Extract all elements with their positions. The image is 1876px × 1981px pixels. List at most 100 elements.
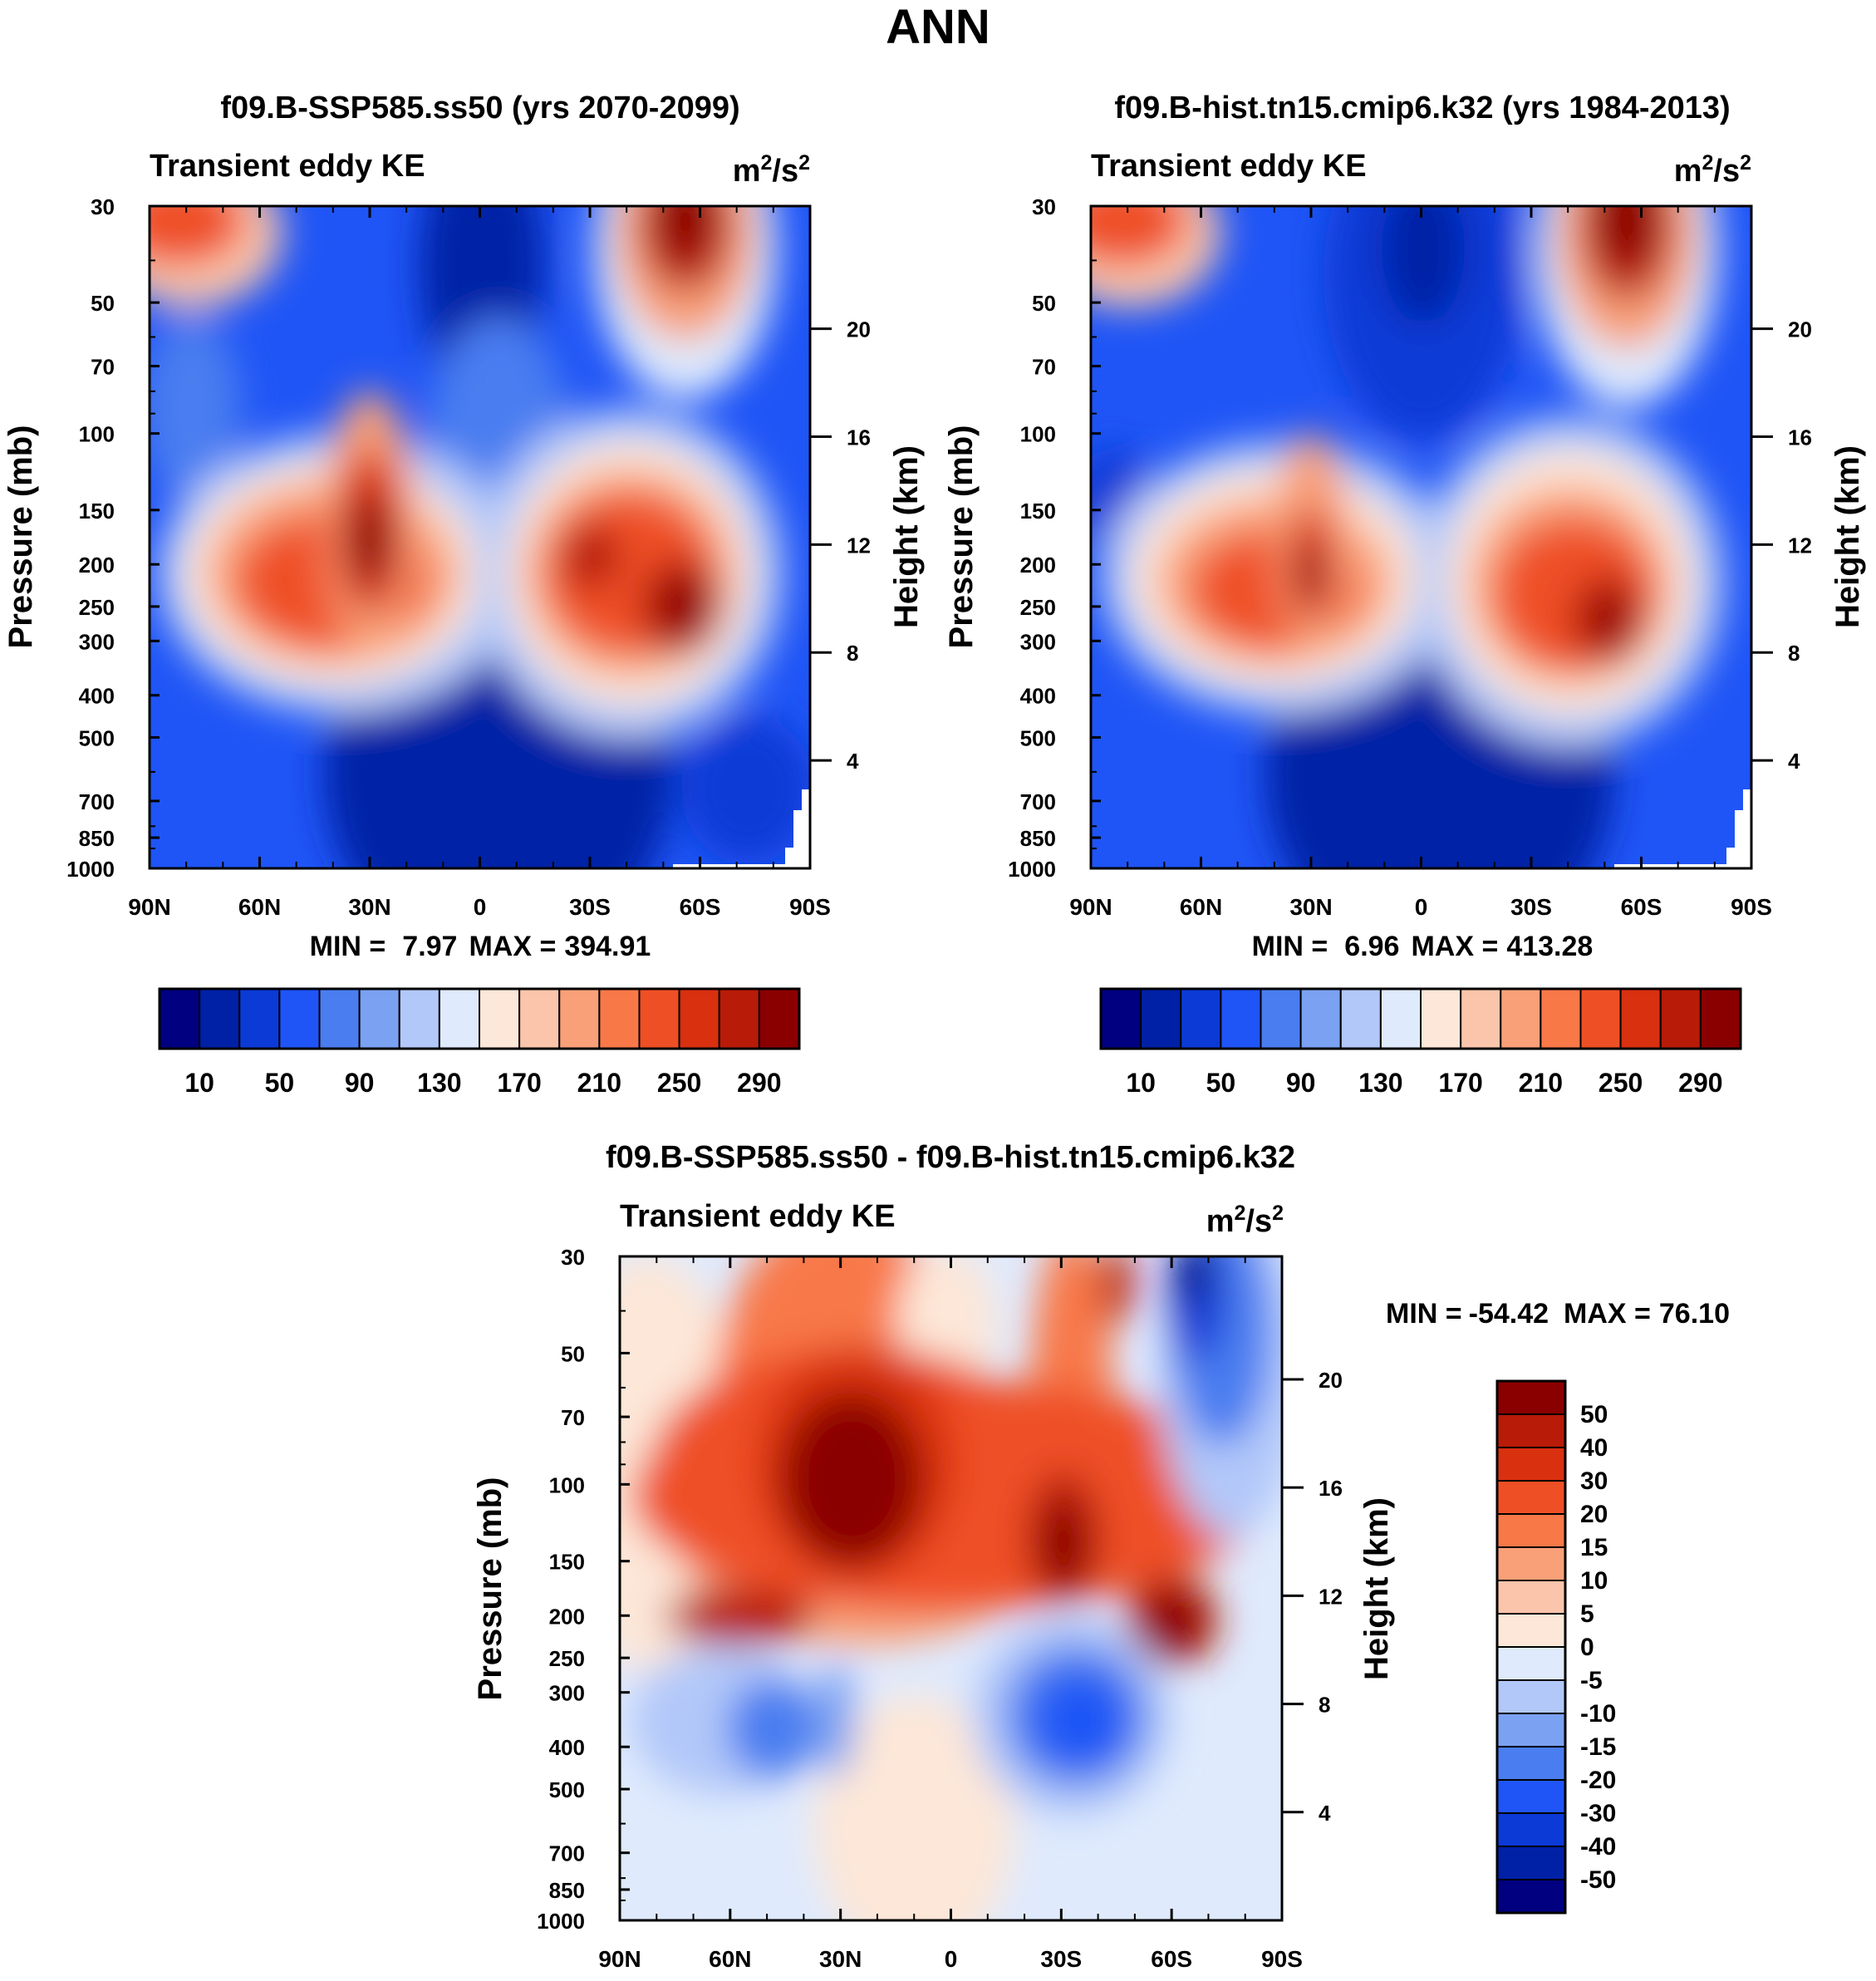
colorbar-swatch — [1496, 1679, 1566, 1714]
y-tick-label: 850 — [79, 826, 115, 851]
y-tick-label: 50 — [1032, 291, 1056, 316]
colorbar-label: 30 — [1580, 1467, 1608, 1495]
panel-right: f09.B-hist.tn15.cmip6.k32 (yrs 1984-2013… — [943, 91, 1866, 1098]
y-tick-label: 700 — [79, 789, 115, 814]
colorbar-label: -15 — [1580, 1733, 1616, 1761]
colorbar-label: 290 — [1678, 1068, 1722, 1098]
panel-left-variable-label: Transient eddy KE — [150, 149, 425, 184]
colorbar-swatch — [438, 988, 480, 1049]
colorbar-swatch — [1659, 988, 1702, 1049]
colorbar-swatch — [358, 988, 400, 1049]
colorbar-swatch — [1619, 988, 1662, 1049]
colorbar-label: 15 — [1580, 1534, 1608, 1561]
panel-difference-title: f09.B-SSP585.ss50 - f09.B-hist.tn15.cmip… — [606, 1140, 1295, 1175]
colorbar-swatch — [1299, 988, 1342, 1049]
panel-difference-contour-field — [620, 1256, 1282, 1920]
x-tick-label: 30N — [1289, 894, 1332, 920]
y-tick-label: 700 — [549, 1841, 585, 1866]
colorbar-swatch — [1379, 988, 1422, 1049]
y2-tick-label: 8 — [847, 641, 858, 666]
colorbar-swatch — [1496, 1879, 1566, 1914]
x-tick-label: 90S — [789, 894, 831, 920]
y-tick-label: 150 — [549, 1550, 585, 1575]
figure-title: ANN — [886, 0, 990, 54]
y-tick-label: 70 — [91, 355, 115, 380]
y-tick-label: 500 — [549, 1777, 585, 1802]
y2-tick-label: 4 — [1788, 749, 1800, 774]
y-tick-label: 200 — [549, 1604, 585, 1629]
colorbar-label: 90 — [345, 1068, 375, 1098]
colorbar-swatch — [1420, 988, 1462, 1049]
colorbar-swatch — [199, 988, 241, 1049]
panel-difference-variable-label: Transient eddy KE — [620, 1199, 896, 1234]
panel-left-y2label: Height (km) — [888, 445, 925, 628]
x-tick-label: 60N — [1180, 894, 1222, 920]
x-tick-label: 90N — [1069, 894, 1112, 920]
panel-left-contour-field — [150, 206, 810, 868]
colorbar-swatch — [1260, 988, 1302, 1049]
y-tick-label: 100 — [1020, 422, 1056, 447]
panel-left: f09.B-SSP585.ss50 (yrs 2070-2099) Transi… — [2, 91, 925, 1098]
y-tick-label: 850 — [1020, 826, 1056, 851]
colorbar-label: 250 — [1599, 1068, 1643, 1098]
y-tick-label: 150 — [79, 499, 115, 524]
colorbar-swatch — [1496, 1713, 1566, 1748]
panel-right-variable-label: Transient eddy KE — [1091, 149, 1367, 184]
colorbar-swatch — [718, 988, 760, 1049]
y-tick-label: 300 — [79, 629, 115, 654]
colorbar-frame — [158, 987, 801, 1050]
y-tick-label: 30 — [561, 1245, 585, 1270]
colorbar-swatch — [1496, 1546, 1566, 1581]
colorbar-swatch — [1496, 1380, 1566, 1415]
colorbar-swatch — [318, 988, 361, 1049]
colorbar-label: 10 — [1580, 1567, 1608, 1595]
panel-right-contour-field — [1091, 206, 1751, 868]
panel-right-ylabel: Pressure (mb) — [943, 425, 980, 649]
colorbar-swatch — [558, 988, 601, 1049]
colorbar-swatch — [1496, 1812, 1566, 1847]
y2-tick-label: 20 — [1788, 317, 1812, 342]
colorbar-label: 20 — [1580, 1501, 1608, 1528]
colorbar-label: 10 — [184, 1068, 214, 1098]
colorbar-label: 50 — [265, 1068, 295, 1098]
panel-right-title: f09.B-hist.tn15.cmip6.k32 (yrs 1984-2013… — [1114, 91, 1730, 125]
colorbar-swatch — [758, 988, 800, 1049]
colorbar-label: 50 — [1206, 1068, 1236, 1098]
colorbar-swatch — [1496, 1646, 1566, 1681]
y-tick-label: 1000 — [537, 1909, 585, 1934]
x-tick-label: 90N — [128, 894, 170, 920]
panel-right-stats: MIN = 6.96 MAX = 413.28 — [1252, 931, 1594, 962]
colorbar-swatch — [1699, 988, 1741, 1049]
colorbar-swatch — [1180, 988, 1222, 1049]
y2-tick-label: 12 — [847, 533, 871, 558]
y2-tick-label: 12 — [1788, 533, 1812, 558]
y-tick-label: 100 — [549, 1472, 585, 1497]
colorbar-label: 130 — [417, 1068, 461, 1098]
y2-tick-label: 12 — [1319, 1584, 1343, 1609]
colorbar-label: -30 — [1580, 1800, 1616, 1827]
y-tick-label: 250 — [549, 1646, 585, 1671]
y2-tick-label: 8 — [1319, 1693, 1330, 1718]
panel-left-ylabel: Pressure (mb) — [2, 425, 39, 649]
x-tick-label: 0 — [474, 894, 487, 920]
colorbar-swatch — [238, 988, 281, 1049]
panel-right-y2label: Height (km) — [1829, 445, 1866, 628]
colorbar-swatch — [1496, 1513, 1566, 1548]
colorbar-label: 250 — [657, 1068, 701, 1098]
colorbar-swatch — [1496, 1447, 1566, 1482]
colorbar-left: 10 50 90 130 170 210 250 290 — [158, 987, 801, 1098]
y-tick-label: 400 — [1020, 684, 1056, 709]
x-tick-label: 0 — [1415, 894, 1428, 920]
y-tick-label: 700 — [1020, 789, 1056, 814]
y2-tick-label: 20 — [847, 317, 871, 342]
topography-mask — [1614, 789, 1751, 868]
x-tick-label: 30S — [1040, 1946, 1082, 1972]
colorbar-swatch — [1496, 1746, 1566, 1781]
colorbar-label: -20 — [1580, 1767, 1616, 1794]
panel-right-units: m2/s2 — [1674, 151, 1751, 189]
y-tick-label: 70 — [1032, 355, 1056, 380]
x-tick-label: 30S — [569, 894, 611, 920]
y-tick-label: 100 — [79, 422, 115, 447]
panel-difference-units: m2/s2 — [1206, 1202, 1284, 1239]
